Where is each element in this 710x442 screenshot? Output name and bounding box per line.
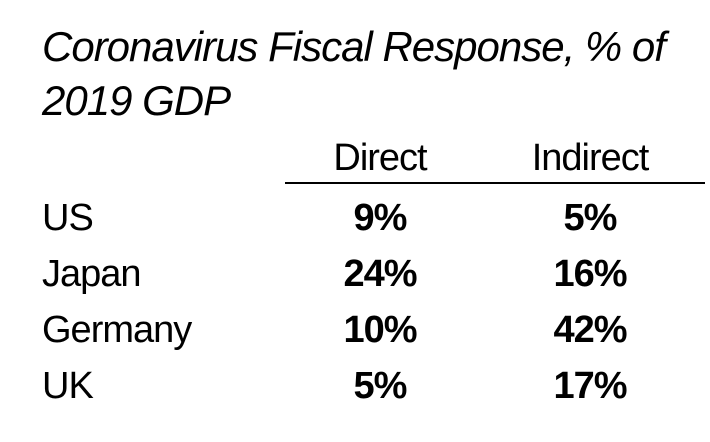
- table-body: US 9% 5% Japan 24% 16% Germany 10% 42% U…: [42, 184, 705, 414]
- row-label: Germany: [42, 308, 192, 351]
- table-row: Japan 24% 16%: [42, 246, 705, 302]
- table-header-row: Direct Indirect: [42, 130, 705, 180]
- cell-indirect: 16%: [553, 252, 627, 295]
- figure-title-line-2: 2019 GDP: [42, 77, 231, 124]
- row-label: Japan: [42, 252, 142, 295]
- column-header-direct: Direct: [333, 137, 427, 179]
- cell-direct: 24%: [343, 252, 417, 295]
- header-underline: [285, 182, 705, 184]
- row-label: UK: [42, 364, 94, 407]
- table-row: US 9% 5%: [42, 190, 705, 246]
- cell-direct: 5%: [353, 364, 408, 407]
- figure-title: Coronavirus Fiscal Response, % of 2019 G…: [42, 20, 666, 128]
- cell-direct: 9%: [353, 196, 408, 239]
- cell-indirect: 5%: [563, 196, 618, 239]
- cell-indirect: 17%: [553, 364, 627, 407]
- row-label: US: [42, 196, 94, 239]
- table-row: Germany 10% 42%: [42, 302, 705, 358]
- cell-indirect: 42%: [553, 308, 627, 351]
- figure-title-line-1: Coronavirus Fiscal Response, % of: [42, 23, 666, 70]
- data-table: Direct Indirect US 9% 5% Japan 24% 16% G…: [42, 130, 705, 414]
- column-header-indirect: Indirect: [531, 137, 650, 179]
- table-row: UK 5% 17%: [42, 358, 705, 414]
- cell-direct: 10%: [343, 308, 417, 351]
